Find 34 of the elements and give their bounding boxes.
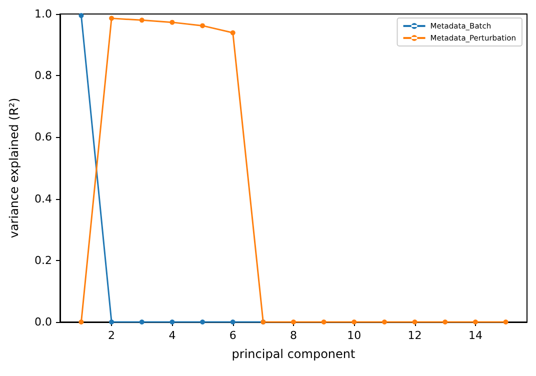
y-tick-label: 0.6 xyxy=(34,130,52,144)
y-tick-label: 0.8 xyxy=(34,69,52,82)
point xyxy=(109,320,114,324)
point xyxy=(472,320,478,324)
point xyxy=(170,20,175,25)
point xyxy=(170,320,175,324)
x-tick-label: 6 xyxy=(229,329,236,342)
x-tick-label: 4 xyxy=(168,329,176,342)
x-axis-title: principal component xyxy=(232,347,356,361)
point xyxy=(139,18,144,23)
point xyxy=(230,320,236,324)
point xyxy=(200,320,206,324)
x-tick-label: 8 xyxy=(290,329,297,342)
point xyxy=(109,16,114,21)
x-tick-label: 10 xyxy=(347,329,362,342)
point xyxy=(352,320,357,324)
point xyxy=(412,320,418,324)
point xyxy=(442,320,448,324)
point xyxy=(382,320,387,324)
x-tick-label: 2 xyxy=(108,329,116,342)
point xyxy=(139,320,144,324)
y-tick-label: 1.0 xyxy=(34,8,52,20)
point xyxy=(78,320,84,324)
point xyxy=(230,30,236,36)
point xyxy=(78,13,84,18)
y-tick-label: 0.4 xyxy=(34,192,52,206)
point xyxy=(200,23,206,28)
y-axis-title: variance explained (R²) xyxy=(7,98,21,238)
point xyxy=(503,320,508,324)
y-tick-label: 0.0 xyxy=(34,316,52,328)
y-tick-label: 0.2 xyxy=(34,254,52,267)
point xyxy=(321,320,326,324)
x-tick-label: 12 xyxy=(408,329,422,342)
x-tick-label: 14 xyxy=(468,329,482,342)
